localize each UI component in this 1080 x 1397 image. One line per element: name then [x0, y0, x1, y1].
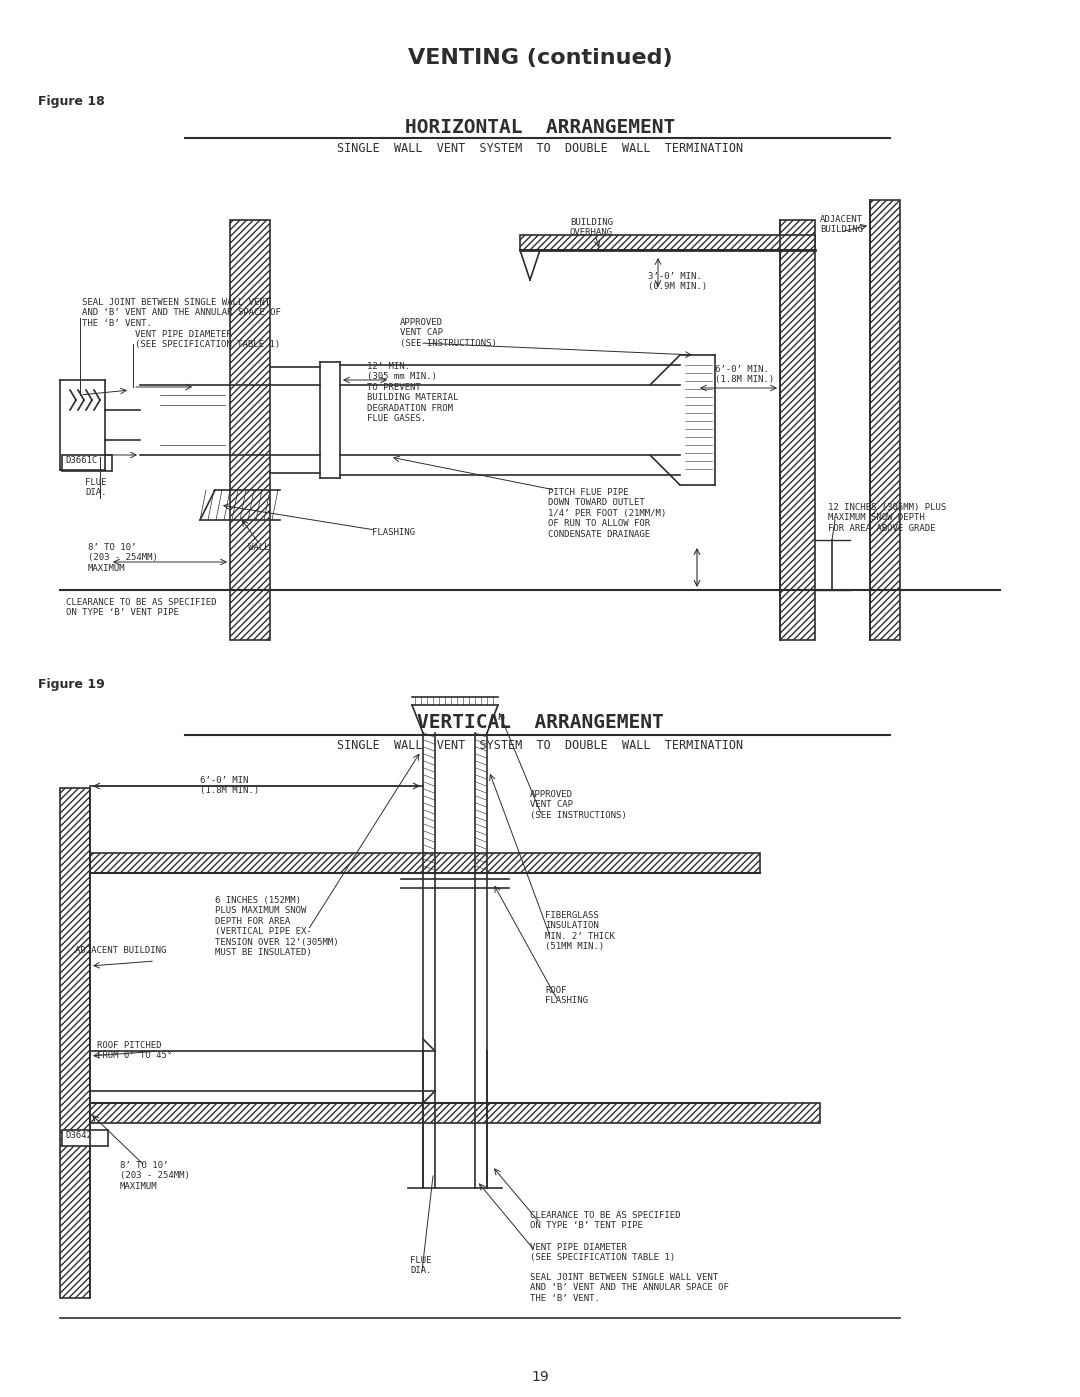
Text: VENT PIPE DIAMETER
(SEE SPECIFICATION TABLE 1): VENT PIPE DIAMETER (SEE SPECIFICATION TA…: [530, 1243, 675, 1263]
Text: 6’-0’ MIN
(1.8M MIN.): 6’-0’ MIN (1.8M MIN.): [200, 775, 259, 795]
Bar: [90, 1104, 820, 1123]
Text: D3642: D3642: [65, 1132, 92, 1140]
Text: VERTICAL  ARRANGEMENT: VERTICAL ARRANGEMENT: [417, 712, 663, 732]
Bar: [870, 200, 900, 640]
Text: 12’ MIN.
(305 mm MIN.)
TO PREVENT
BUILDING MATERIAL
DEGRADATION FROM
FLUE GASES.: 12’ MIN. (305 mm MIN.) TO PREVENT BUILDI…: [367, 362, 458, 423]
Text: CLEARANCE TO BE AS SPECIFIED
ON TYPE ‘B’ TENT PIPE: CLEARANCE TO BE AS SPECIFIED ON TYPE ‘B’…: [530, 1211, 680, 1231]
Text: Figure 19: Figure 19: [38, 678, 105, 692]
Text: SEAL JOINT BETWEEN SINGLE WALL VENT
AND ‘B’ VENT AND THE ANNULAR SPACE OF
THE ‘B: SEAL JOINT BETWEEN SINGLE WALL VENT AND …: [82, 298, 281, 328]
Text: 6’-0’ MIN.
(1.8M MIN.): 6’-0’ MIN. (1.8M MIN.): [715, 365, 774, 384]
Text: HORIZONTAL  ARRANGEMENT: HORIZONTAL ARRANGEMENT: [405, 117, 675, 137]
Text: FIBERGLASS
INSULATION
MIN. 2’ THICK
(51MM MIN.): FIBERGLASS INSULATION MIN. 2’ THICK (51M…: [545, 911, 615, 951]
Bar: [60, 788, 90, 1298]
Text: 8’ TO 10’
(203 - 254MM)
MAXIMUM: 8’ TO 10’ (203 - 254MM) MAXIMUM: [120, 1161, 190, 1190]
Text: ROOF PITCHED
FROM 0° TO 45°: ROOF PITCHED FROM 0° TO 45°: [97, 1041, 172, 1060]
Text: VENT PIPE DIAMETER
(SEE SPECIFICATION TABLE 1): VENT PIPE DIAMETER (SEE SPECIFICATION TA…: [135, 330, 280, 349]
Bar: [90, 854, 760, 873]
Text: 19: 19: [531, 1370, 549, 1384]
Text: FLUE
DIA.: FLUE DIA.: [410, 1256, 432, 1275]
Text: BUILDING
OVERHANG: BUILDING OVERHANG: [570, 218, 613, 237]
Text: WALL: WALL: [248, 543, 270, 552]
Text: 8’ TO 10’
(203 - 254MM)
MAXIMUM: 8’ TO 10’ (203 - 254MM) MAXIMUM: [87, 543, 158, 573]
Text: APPROVED
VENT CAP
(SEE INSTRUCTIONS): APPROVED VENT CAP (SEE INSTRUCTIONS): [530, 789, 626, 820]
Text: SEAL JOINT BETWEEN SINGLE WALL VENT
AND ‘B’ VENT AND THE ANNULAR SPACE OF
THE ‘B: SEAL JOINT BETWEEN SINGLE WALL VENT AND …: [530, 1273, 729, 1303]
Bar: [62, 1130, 108, 1146]
Text: FLASHING: FLASHING: [372, 528, 415, 536]
Bar: [519, 235, 815, 250]
Text: ADJACENT BUILDING: ADJACENT BUILDING: [75, 946, 166, 956]
Bar: [780, 219, 815, 640]
Text: SINGLE  WALL  VENT  SYSTEM  TO  DOUBLE  WALL  TERMINATION: SINGLE WALL VENT SYSTEM TO DOUBLE WALL T…: [337, 739, 743, 752]
Bar: [230, 219, 270, 640]
Text: CLEARANCE TO BE AS SPECIFIED
ON TYPE ‘B’ VENT PIPE: CLEARANCE TO BE AS SPECIFIED ON TYPE ‘B’…: [66, 598, 216, 617]
Text: Figure 18: Figure 18: [38, 95, 105, 108]
Text: APPROVED
VENT CAP
(SEE INSTRUCTIONS): APPROVED VENT CAP (SEE INSTRUCTIONS): [400, 319, 497, 348]
Text: ROOF
FLASHING: ROOF FLASHING: [545, 986, 588, 1006]
Text: 6 INCHES (152MM)
PLUS MAXIMUM SNOW
DEPTH FOR AREA
(VERTICAL PIPE EX-
TENSION OVE: 6 INCHES (152MM) PLUS MAXIMUM SNOW DEPTH…: [215, 895, 339, 957]
Text: PITCH FLUE PIPE
DOWN TOWARD OUTLET
1/4’ PER FOOT (21MM/M)
OF RUN TO ALLOW FOR
CO: PITCH FLUE PIPE DOWN TOWARD OUTLET 1/4’ …: [548, 488, 666, 539]
Text: FLUE
DIA.: FLUE DIA.: [85, 478, 107, 497]
Text: VENTING (continued): VENTING (continued): [407, 47, 673, 68]
Bar: [62, 455, 112, 471]
Text: SINGLE  WALL  VENT  SYSTEM  TO  DOUBLE  WALL  TERMINATION: SINGLE WALL VENT SYSTEM TO DOUBLE WALL T…: [337, 142, 743, 155]
Text: 3’-0’ MIN.
(0.9M MIN.): 3’-0’ MIN. (0.9M MIN.): [648, 272, 707, 292]
Text: ADJACENT
BUILDING: ADJACENT BUILDING: [820, 215, 863, 235]
Text: 12 INCHES (305MM) PLUS
MAXIMUM SNOW DEPTH
FOR AREA ABOVE GRADE: 12 INCHES (305MM) PLUS MAXIMUM SNOW DEPT…: [828, 503, 946, 532]
Text: D3661C: D3661C: [65, 455, 97, 465]
